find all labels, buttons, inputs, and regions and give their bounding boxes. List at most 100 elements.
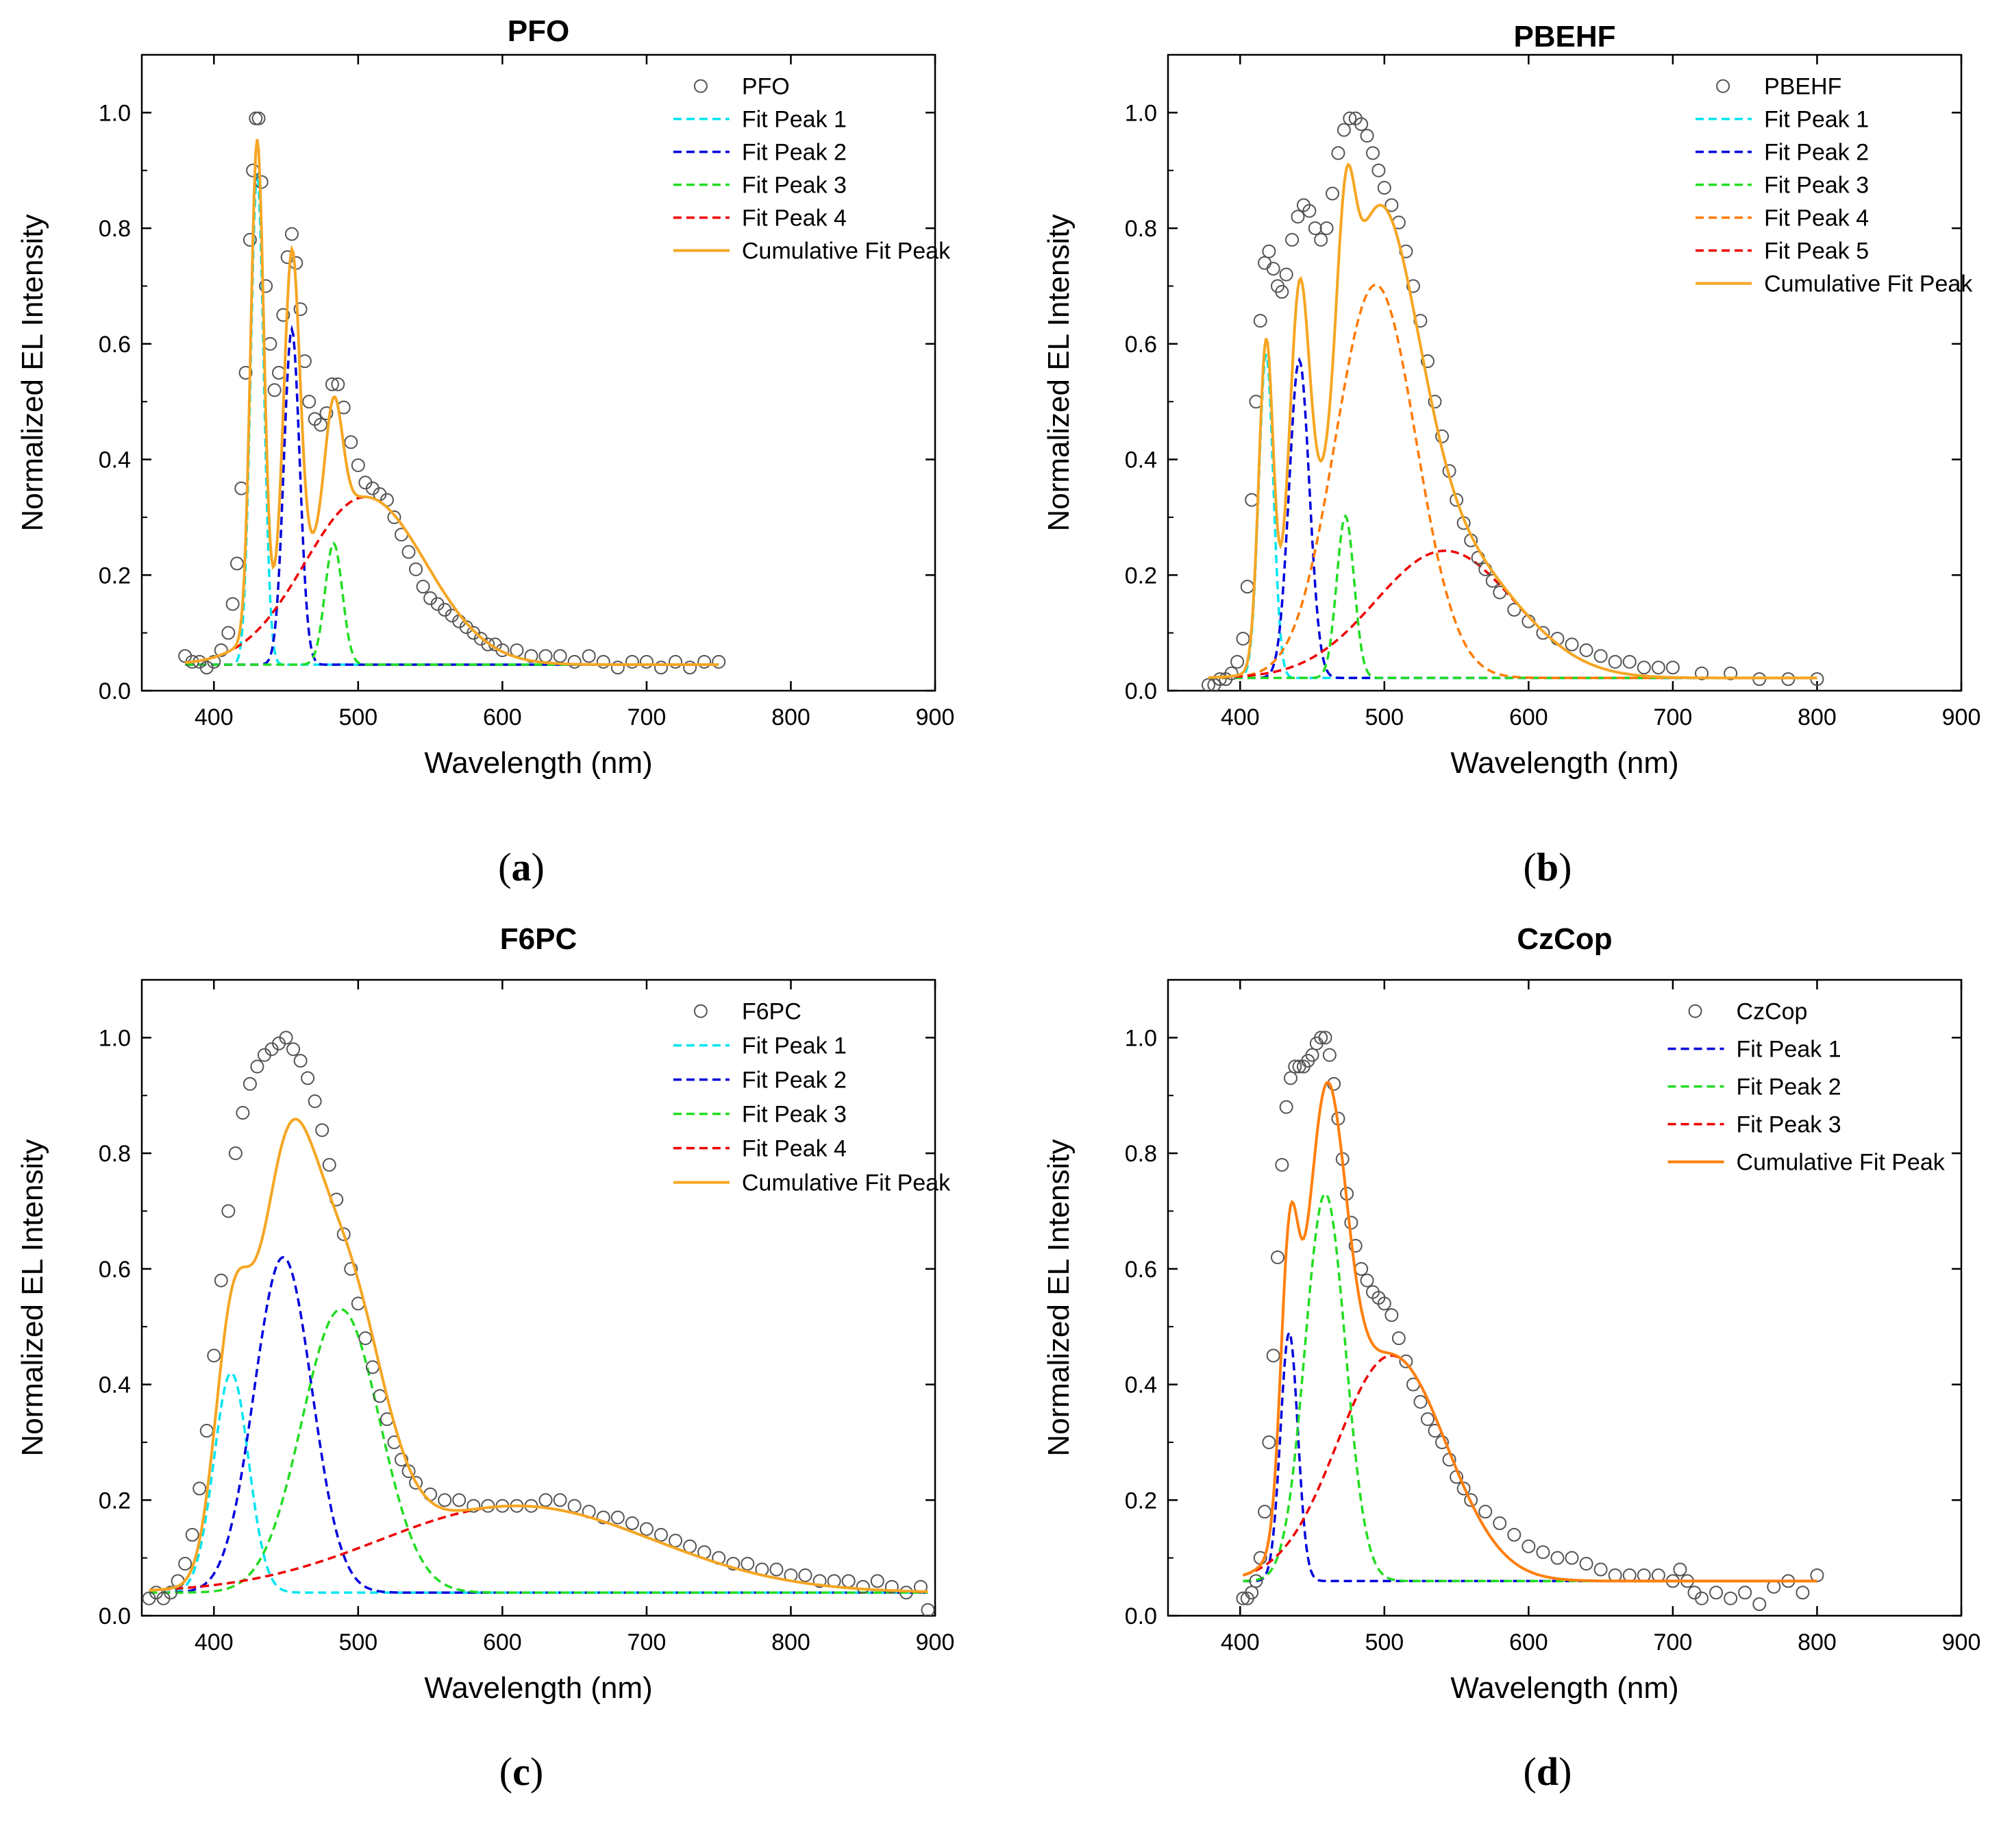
legend-entry: Fit Peak 2: [1764, 140, 1869, 166]
data-point: [246, 163, 260, 177]
data-point: [1810, 1568, 1824, 1582]
x-tick-label: 700: [1654, 1629, 1693, 1655]
legend-entry: Fit Peak 2: [742, 140, 847, 166]
data-point: [567, 654, 582, 669]
data-point: [1420, 1412, 1435, 1427]
x-tick-label: 900: [1942, 1629, 1981, 1655]
data-point: [654, 661, 668, 675]
data-point: [276, 308, 290, 322]
panel-b: PBEHF 400 500 600 700 800 900 0.0 0.2 0.4 0.6 0.8 1.…: [1042, 20, 1980, 889]
data-point: [582, 649, 596, 663]
data-point: [625, 1516, 639, 1531]
data-point: [524, 649, 538, 663]
legend-entry: PFO: [742, 74, 790, 100]
data-point: [683, 661, 697, 675]
data-point: [1275, 284, 1289, 299]
legend-entry: Fit Peak 1: [1764, 107, 1869, 133]
data-point: [1413, 1394, 1428, 1409]
data-point: [365, 1360, 380, 1375]
data-point: [1391, 1331, 1406, 1346]
data-point: [315, 1123, 330, 1137]
data-point: [1435, 429, 1450, 443]
legend: F6PC Fit Peak 1 Fit Peak 2 Fit Peak 3 Fit Pe…: [673, 999, 951, 1196]
data-point: [769, 1562, 784, 1577]
panel-caption: (b): [1524, 845, 1572, 889]
y-tick-label: 0.6: [1125, 332, 1157, 358]
y-tick-label: 0.6: [1125, 1257, 1157, 1283]
data-point: [495, 643, 510, 657]
y-tick-label: 0.2: [99, 563, 131, 589]
data-point: [1377, 181, 1391, 195]
data-point: [243, 232, 257, 247]
data-point: [279, 1031, 293, 1045]
data-point: [1249, 1574, 1263, 1588]
y-tick-label: 1.0: [1125, 1025, 1157, 1051]
data-point: [409, 562, 423, 576]
data-point: [1275, 1157, 1289, 1172]
data-point: [1288, 1059, 1302, 1074]
data-point: [238, 366, 253, 380]
data-point: [1507, 602, 1522, 617]
data-point: [1767, 1579, 1781, 1594]
x-tick-label: 400: [1221, 1629, 1260, 1655]
data-point: [164, 1586, 178, 1600]
caption-open-paren: (: [1524, 1749, 1537, 1794]
x-axis-label: Wavelength (nm): [1450, 1671, 1678, 1705]
fit-peak-1-line: [1208, 354, 1817, 680]
panel-a: PFO 400 500 600 700 800 900 0.0 0.2 0.4 0.6 0.8 1.0 W…: [16, 14, 954, 889]
legend-entry: Fit Peak 4: [742, 1136, 847, 1162]
fit-peak-1-line: [149, 1371, 928, 1594]
y-tick-label: 0.8: [99, 216, 131, 242]
data-point: [1593, 1562, 1608, 1577]
panel-caption: (a): [498, 845, 545, 889]
chart-title: F6PC: [500, 922, 577, 956]
x-tick-label: 500: [1365, 704, 1404, 730]
plot-area: [1236, 1031, 1824, 1612]
data-point: [921, 1603, 935, 1616]
data-point: [199, 1424, 214, 1438]
data-point: [726, 1557, 741, 1571]
data-point: [610, 661, 625, 675]
data-point: [1224, 666, 1239, 680]
legend-entry: Fit Peak 3: [1737, 1112, 1841, 1138]
data-point: [669, 654, 683, 669]
y-tick-label: 0.0: [1125, 678, 1157, 704]
data-point: [798, 1568, 812, 1582]
data-point: [409, 1475, 423, 1490]
data-point: [697, 654, 712, 669]
data-point: [1344, 1216, 1358, 1230]
data-point: [178, 1557, 192, 1571]
y-axis-label: Normalized EL Intensity: [16, 1139, 49, 1456]
y-tick-label: 0.4: [99, 447, 131, 473]
fit-peak-1-line: [1243, 1329, 1817, 1583]
x-tick-label: 800: [771, 1629, 810, 1655]
legend-entry: Cumulative Fit Peak: [742, 1170, 951, 1196]
data-point: [1337, 123, 1351, 137]
plot-frame: [1167, 53, 1963, 692]
data-point: [293, 1054, 308, 1068]
data-point: [1622, 654, 1637, 669]
data-point: [1314, 1031, 1328, 1045]
legend-entry: Cumulative Fit Peak: [1764, 271, 1973, 297]
data-point: [1354, 1261, 1369, 1276]
x-tick-label: 500: [338, 1629, 377, 1655]
data-point: [1695, 1591, 1709, 1605]
x-tick-label: 900: [1942, 704, 1981, 730]
caption-open-paren: (: [1524, 845, 1537, 889]
y-tick-label: 0.8: [99, 1141, 131, 1167]
data-point: [1478, 1505, 1493, 1519]
plot-frame: [1167, 978, 1963, 1617]
chart-title: CzCop: [1517, 922, 1612, 956]
y-tick-label: 0.0: [1125, 1603, 1157, 1629]
data-point: [1536, 1545, 1550, 1560]
data-point: [1695, 666, 1709, 680]
data-point: [1709, 1586, 1724, 1600]
data-point: [221, 1204, 236, 1218]
fit-peak-2-line: [1243, 1192, 1817, 1583]
legend-entry: PBEHF: [1764, 74, 1841, 100]
x-axis-label: Wavelength (nm): [424, 1671, 652, 1705]
y-tick-label: 0.6: [99, 1257, 131, 1283]
data-point: [1493, 1516, 1507, 1531]
fit-peak-4-line: [185, 495, 719, 666]
